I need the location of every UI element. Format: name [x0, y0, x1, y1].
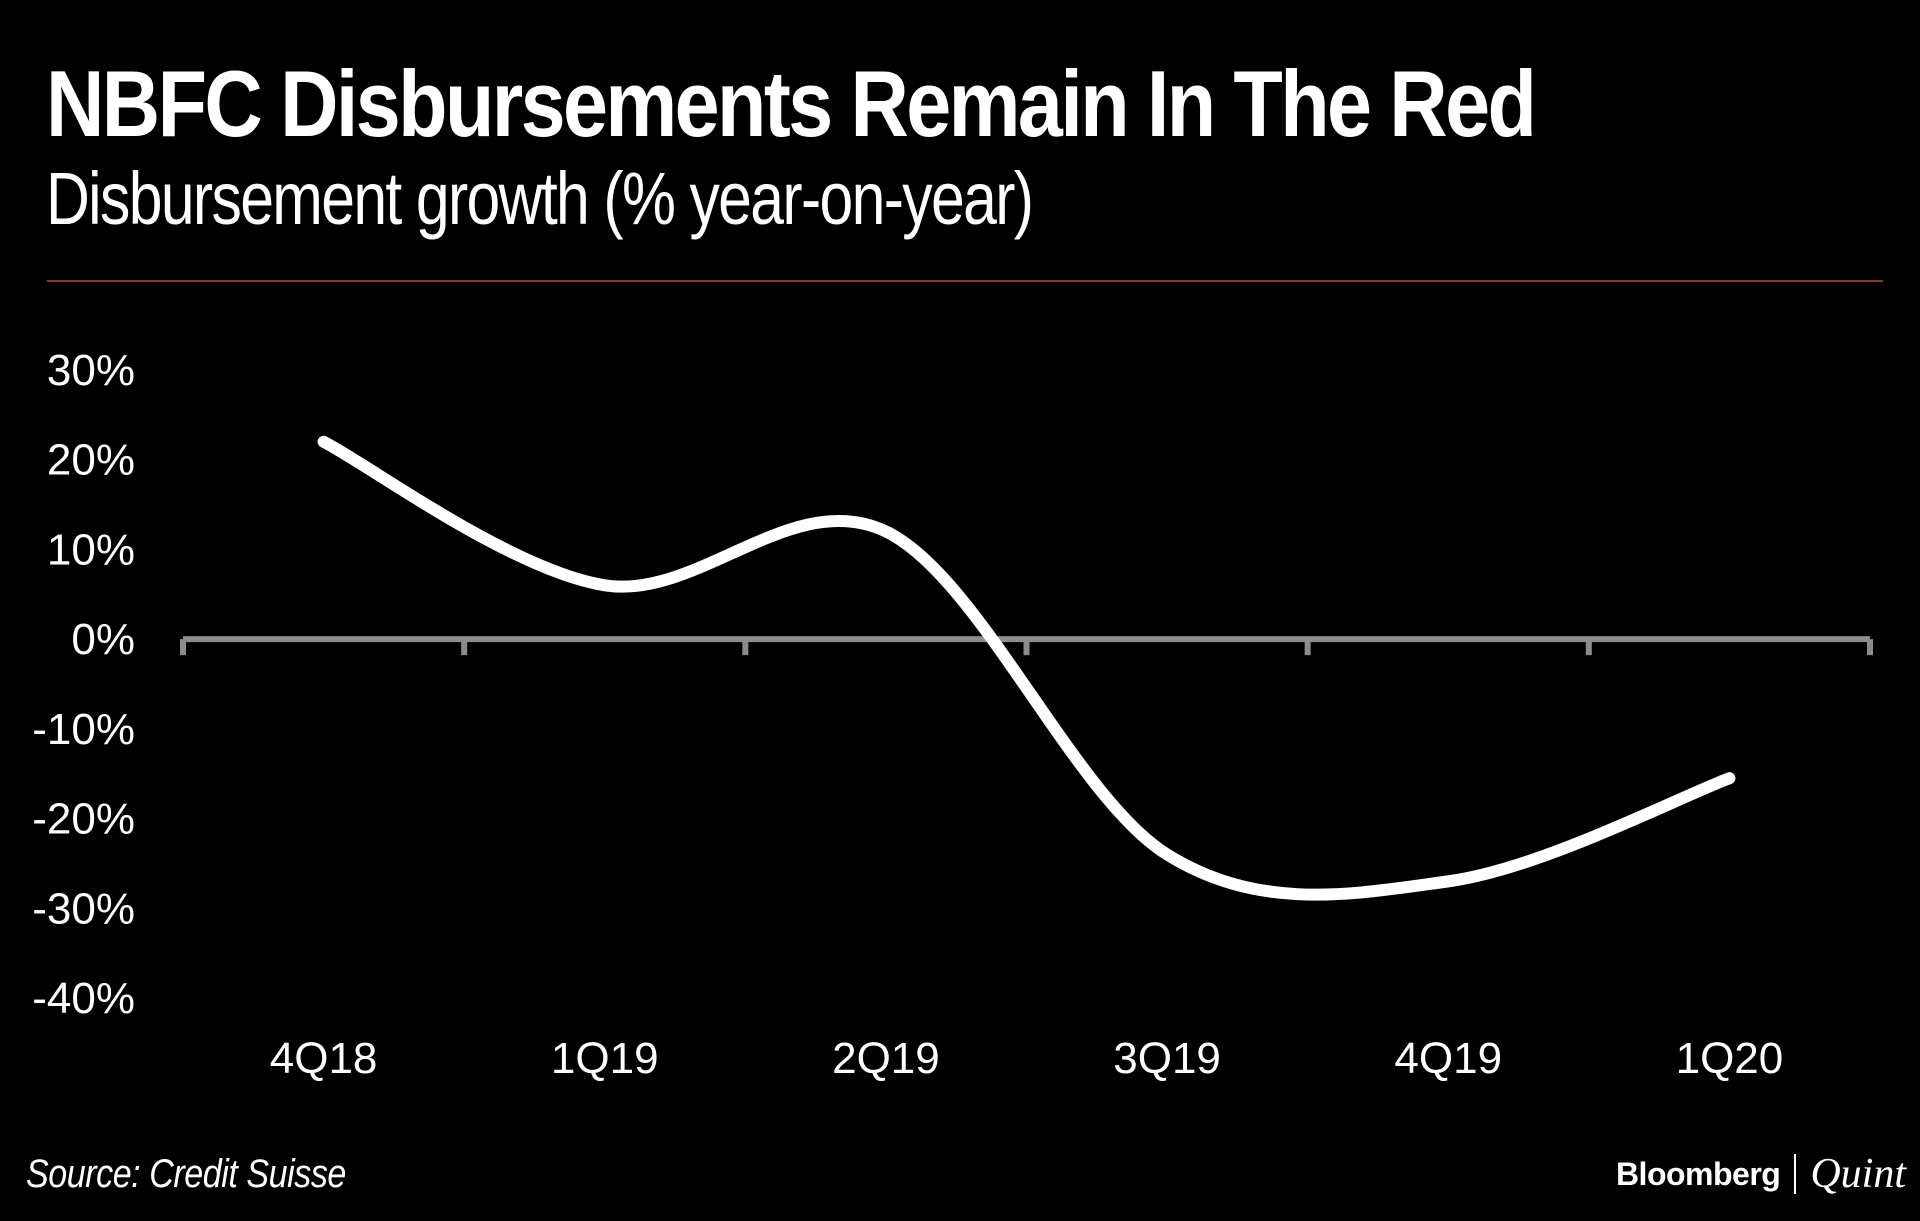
- y-tick-label: -30%: [32, 884, 135, 933]
- y-tick-label: -20%: [32, 795, 135, 844]
- x-tick-label: 1Q19: [551, 1034, 659, 1083]
- brand-logo: Bloomberg Quint: [1616, 1150, 1906, 1198]
- data-point: [1161, 848, 1173, 860]
- x-tick-label: 2Q19: [832, 1034, 940, 1083]
- y-tick-label: 20%: [47, 436, 135, 485]
- data-points: [318, 436, 1736, 888]
- title-divider: [47, 280, 1883, 282]
- y-tick-label: 30%: [47, 346, 135, 395]
- y-tick-label: -10%: [32, 705, 135, 754]
- y-tick-label: -40%: [32, 974, 135, 1023]
- data-point: [1442, 875, 1454, 887]
- chart-subtitle: Disbursement growth (% year-on-year): [46, 157, 1034, 240]
- data-point: [880, 525, 892, 537]
- source-note: Source: Credit Suisse: [26, 1152, 346, 1196]
- brand-quint: Quint: [1810, 1151, 1906, 1197]
- series-line: [317, 435, 1736, 901]
- chart-title: NBFC Disbursements Remain In The Red: [46, 51, 1537, 156]
- y-tick-label: 0%: [71, 615, 135, 664]
- data-point: [599, 579, 611, 591]
- y-axis-labels: 30% 20% 10% 0% -10% -20% -30% -40%: [32, 346, 135, 1023]
- x-axis: [180, 636, 1873, 656]
- x-tick-label: 4Q19: [1394, 1034, 1502, 1083]
- x-tick-label: 1Q20: [1676, 1034, 1784, 1083]
- x-tick-label: 4Q18: [270, 1034, 378, 1083]
- y-tick-label: 10%: [47, 525, 135, 574]
- x-tick-label: 3Q19: [1113, 1034, 1221, 1083]
- x-axis-labels: 4Q18 1Q19 2Q19 3Q19 4Q19 1Q20: [270, 1034, 1783, 1083]
- brand-bloomberg: Bloomberg: [1615, 1155, 1781, 1192]
- data-point: [318, 436, 330, 448]
- brand-separator: [1794, 1154, 1797, 1194]
- data-point: [1723, 772, 1735, 784]
